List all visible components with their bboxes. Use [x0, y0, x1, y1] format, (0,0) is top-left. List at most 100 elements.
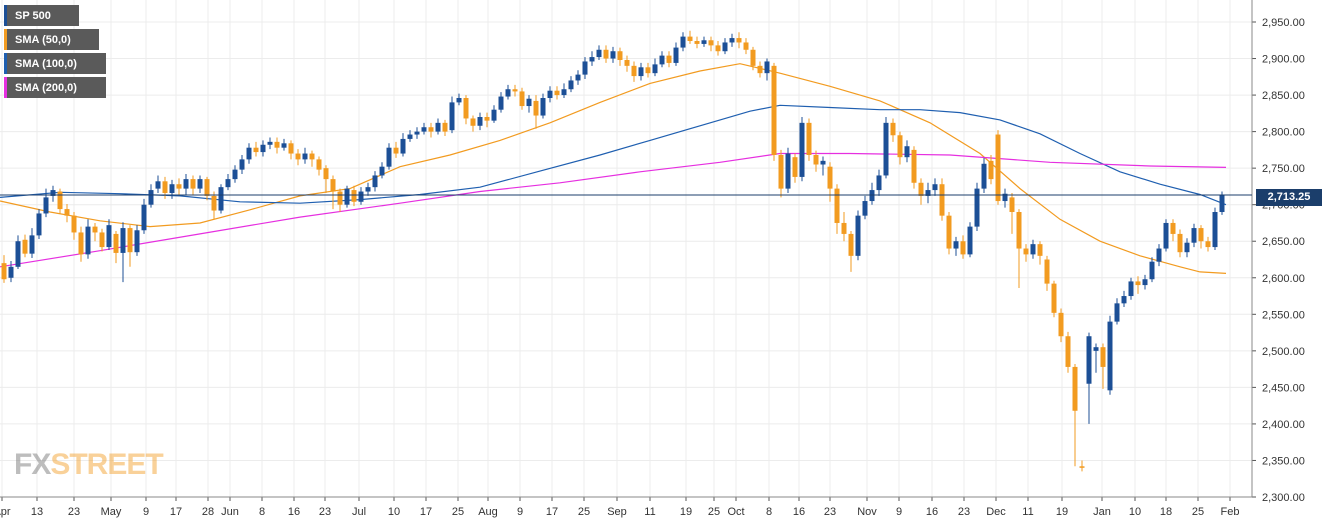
candle-body	[267, 141, 273, 145]
x-tick-label: Jun	[221, 506, 239, 518]
candle-body	[78, 232, 84, 255]
candle-body	[71, 215, 77, 233]
candle-body	[750, 49, 756, 66]
candle-body	[351, 190, 357, 202]
candle-body	[1191, 228, 1197, 243]
candle-body	[1079, 466, 1085, 468]
candle-body	[1128, 281, 1134, 297]
candle-body	[148, 190, 154, 205]
candle-body	[57, 191, 63, 210]
candle-body	[1198, 228, 1204, 242]
candle-body	[43, 197, 49, 214]
candle-body	[547, 90, 553, 98]
legend-swatch-sma100	[4, 53, 7, 74]
x-tick-label: May	[101, 506, 122, 518]
legend: SP 500 SMA (50,0) SMA (100,0) SMA (200,0…	[4, 5, 106, 101]
candle-body	[820, 160, 826, 165]
legend-item-sma100[interactable]: SMA (100,0)	[4, 53, 106, 74]
candle-body	[337, 191, 343, 205]
y-tick-label: 2,950.00	[1262, 17, 1305, 29]
x-tick-label: 10	[388, 506, 400, 518]
candle-body	[659, 55, 665, 65]
candle-body	[470, 118, 476, 126]
x-tick-label: 19	[1056, 506, 1068, 518]
y-tick-label: 2,400.00	[1262, 419, 1305, 431]
candle-body	[302, 153, 308, 160]
candle-body	[127, 228, 133, 253]
candle-body	[141, 204, 147, 231]
candle-body	[323, 168, 329, 180]
candle-body	[106, 225, 112, 248]
y-tick-label: 2,600.00	[1262, 273, 1305, 285]
candle-body	[806, 122, 812, 155]
candle-body	[533, 100, 539, 116]
candle-body	[1002, 193, 1008, 202]
candle-body	[568, 80, 574, 90]
legend-item-sp500[interactable]: SP 500	[4, 5, 79, 26]
legend-label: SMA (100,0)	[15, 57, 77, 70]
candle-body	[694, 41, 700, 44]
legend-item-sma50[interactable]: SMA (50,0)	[4, 29, 99, 50]
candle-body	[498, 96, 504, 110]
candle-body	[918, 182, 924, 196]
candle-body	[379, 166, 385, 176]
candle-body	[50, 190, 56, 196]
candle-body	[1212, 212, 1218, 248]
candle-body	[1058, 312, 1064, 337]
candle-body	[680, 36, 686, 48]
candle-body	[960, 241, 966, 255]
candle-body	[995, 134, 1001, 202]
candle-body	[897, 135, 903, 158]
candle-body	[1016, 212, 1022, 249]
candle-body	[736, 38, 742, 43]
candle-body	[155, 181, 161, 189]
candle-body	[589, 57, 595, 62]
candle-body	[386, 147, 392, 167]
candle-body	[162, 181, 168, 193]
candle-body	[309, 153, 315, 160]
candle-body	[1142, 279, 1148, 286]
candle-body	[883, 122, 889, 176]
candle-body	[953, 241, 959, 249]
candle-body	[29, 235, 35, 254]
candle-body	[183, 179, 189, 189]
candle-body	[925, 190, 931, 196]
candle-body	[666, 55, 672, 63]
candle-body	[1093, 347, 1099, 351]
candle-body	[421, 127, 427, 132]
x-tick-label: 8	[259, 506, 265, 518]
x-tick-label: 9	[517, 506, 523, 518]
candle-body	[330, 179, 336, 192]
x-tick-label: 8	[766, 506, 772, 518]
x-tick-label: 17	[170, 506, 182, 518]
x-tick-label: 17	[546, 506, 558, 518]
x-tick-label: 19	[680, 506, 692, 518]
candle-body	[456, 98, 462, 103]
candle-body	[701, 40, 707, 44]
candle-body	[428, 127, 434, 132]
candle-body	[869, 190, 875, 202]
candle-body	[911, 149, 917, 183]
y-tick-label: 2,750.00	[1262, 163, 1305, 175]
candle-body	[1009, 197, 1015, 212]
y-tick-label: 2,650.00	[1262, 236, 1305, 248]
candle-body	[946, 215, 952, 249]
candle-body	[1177, 233, 1183, 253]
candle-body	[561, 89, 567, 96]
candle-body	[1114, 303, 1120, 322]
candle-body	[596, 49, 602, 58]
candle-body	[1051, 283, 1057, 313]
x-tick-label: Jan	[1093, 506, 1111, 518]
candle-body	[232, 169, 238, 180]
legend-label: SMA (50,0)	[15, 33, 71, 46]
candle-body	[715, 45, 721, 52]
x-tick-label: 23	[319, 506, 331, 518]
candle-body	[624, 60, 630, 66]
candle-body	[1135, 281, 1141, 286]
candle-body	[687, 36, 693, 41]
legend-item-sma200[interactable]: SMA (200,0)	[4, 77, 106, 98]
legend-swatch-sma50	[4, 29, 7, 50]
candle-body	[1205, 241, 1211, 248]
candle-body	[827, 166, 833, 189]
x-tick-label: 23	[958, 506, 970, 518]
